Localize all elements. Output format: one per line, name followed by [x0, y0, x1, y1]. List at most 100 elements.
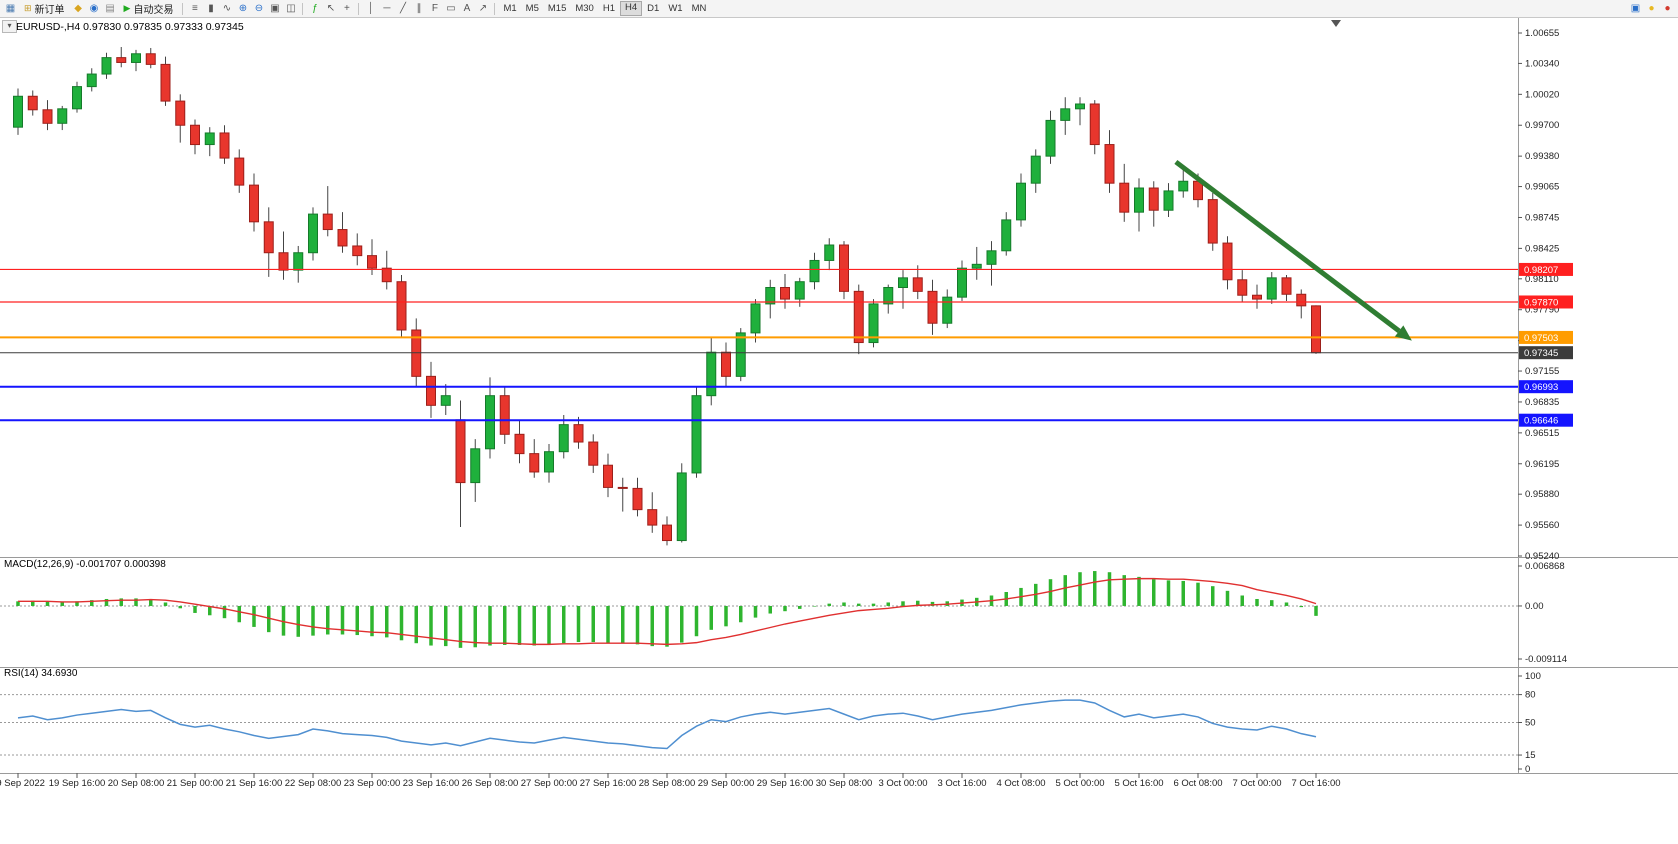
bar-chart-icon[interactable]: ≡ [192, 2, 198, 14]
timeframe-m1[interactable]: M1 [503, 3, 517, 14]
svg-text:0.95560: 0.95560 [1525, 520, 1559, 531]
svg-text:0.98110: 0.98110 [1525, 274, 1559, 285]
zoom-out-icon[interactable]: ⊖ [254, 2, 264, 14]
timeframe-m5[interactable]: M5 [525, 3, 539, 14]
timeframe-d1[interactable]: D1 [647, 3, 660, 14]
svg-text:29 Sep 00:00: 29 Sep 00:00 [698, 778, 755, 789]
notification-icon[interactable]: ● [1648, 2, 1655, 14]
svg-text:50: 50 [1525, 718, 1536, 729]
new-order-button[interactable]: ⊞ 新订单 [24, 3, 65, 16]
svg-text:0.97790: 0.97790 [1525, 305, 1559, 316]
cascade-windows-icon[interactable]: ◫ [286, 2, 296, 14]
macd-label: MACD(12,26,9) -0.001707 0.000398 [4, 559, 166, 570]
toolbar-separator [182, 2, 184, 15]
rsi-panel [0, 694, 1518, 756]
vertical-line-icon[interactable]: │ [367, 2, 375, 14]
svg-text:-0.009114: -0.009114 [1525, 654, 1567, 665]
svg-text:0.97155: 0.97155 [1525, 366, 1559, 377]
price-axis[interactable]: 1.00655 1.00340 1.00020 0.99700 0.99380 0.990… [0, 16, 1678, 775]
chart-title: EURUSD-,H4 0.97830 0.97835 0.97333 0.973… [16, 21, 244, 33]
svg-text:0.98207: 0.98207 [1524, 265, 1558, 276]
horizontal-line-icon[interactable]: ─ [383, 2, 391, 14]
svg-text:80: 80 [1525, 690, 1536, 701]
auto-trading-icon: ▶ [123, 3, 131, 13]
toolbar-separator [358, 2, 360, 15]
svg-text:0.95240: 0.95240 [1525, 551, 1559, 562]
svg-text:7 Oct 16:00: 7 Oct 16:00 [1291, 778, 1340, 789]
timeframe-m15[interactable]: M15 [547, 3, 567, 14]
svg-text:23 Sep 16:00: 23 Sep 16:00 [403, 778, 460, 789]
macd-panel [0, 571, 1518, 648]
svg-text:5 Oct 16:00: 5 Oct 16:00 [1114, 778, 1163, 789]
price-panel [0, 20, 1518, 546]
svg-text:0.99065: 0.99065 [1525, 182, 1559, 193]
svg-text:27 Sep 00:00: 27 Sep 00:00 [521, 778, 578, 789]
svg-text:0.97345: 0.97345 [1524, 348, 1558, 359]
svg-text:1.00340: 1.00340 [1525, 58, 1559, 69]
svg-text:3 Oct 16:00: 3 Oct 16:00 [937, 778, 986, 789]
timeframe-h1[interactable]: H1 [602, 3, 615, 14]
svg-text:28 Sep 08:00: 28 Sep 08:00 [639, 778, 696, 789]
main-toolbar: ▦ ⊞ 新订单 ◆ ◉ ▤ ▶ 自动交易 ≡ ▮ ∿ ⊕ ⊖ ▣ ◫ ƒ ↖ + │ ─ ╱ ∥ F ▭ A ↗ M1 M5 M15 M3… [0, 0, 1678, 18]
svg-text:0.96515: 0.96515 [1525, 428, 1559, 439]
svg-text:0.00: 0.00 [1525, 601, 1544, 612]
svg-text:100: 100 [1525, 671, 1541, 682]
svg-text:0.006868: 0.006868 [1525, 561, 1565, 572]
svg-text:0.97503: 0.97503 [1524, 333, 1558, 344]
svg-text:22 Sep 08:00: 22 Sep 08:00 [285, 778, 342, 789]
accounts-icon[interactable]: ◉ [89, 2, 99, 14]
svg-text:4 Oct 08:00: 4 Oct 08:00 [996, 778, 1045, 789]
auto-trading-button[interactable]: ▶ 自动交易 [123, 3, 174, 16]
one-click-trading-toggle[interactable]: ▾ [2, 20, 17, 33]
candlestick-chart-icon[interactable]: ▮ [208, 2, 214, 14]
svg-text:6 Oct 08:00: 6 Oct 08:00 [1173, 778, 1222, 789]
timeframe-mn[interactable]: MN [691, 3, 707, 14]
new-chart-icon[interactable]: ▦ [5, 2, 16, 14]
svg-text:0.95880: 0.95880 [1525, 489, 1559, 500]
svg-text:0.96835: 0.96835 [1525, 397, 1559, 408]
timeframe-m30[interactable]: M30 [575, 3, 594, 14]
trendline-icon[interactable]: ╱ [399, 2, 406, 14]
svg-text:29 Sep 16:00: 29 Sep 16:00 [757, 778, 814, 789]
svg-text:20 Sep 08:00: 20 Sep 08:00 [108, 778, 165, 789]
arrow-tools-icon[interactable]: ↗ [478, 2, 488, 14]
signals-icon[interactable]: ▤ [105, 2, 115, 14]
line-chart-icon[interactable]: ∿ [222, 2, 232, 14]
svg-text:0.99700: 0.99700 [1525, 120, 1559, 131]
fibonacci-icon[interactable]: F [431, 2, 439, 14]
svg-text:26 Sep 08:00: 26 Sep 08:00 [462, 778, 519, 789]
market-watch-icon[interactable]: ◆ [74, 2, 82, 14]
svg-text:1.00655: 1.00655 [1525, 28, 1559, 39]
timeframe-w1[interactable]: W1 [668, 3, 683, 14]
toolbar-separator [494, 2, 496, 15]
rsi-label: RSI(14) 34.6930 [4, 668, 78, 679]
record-icon[interactable]: ● [1664, 2, 1671, 14]
tile-windows-icon[interactable]: ▣ [270, 2, 280, 14]
svg-text:21 Sep 00:00: 21 Sep 00:00 [167, 778, 224, 789]
zoom-in-icon[interactable]: ⊕ [238, 2, 248, 14]
svg-text:0.96195: 0.96195 [1525, 459, 1559, 470]
svg-text:0.99380: 0.99380 [1525, 151, 1559, 162]
svg-text:15: 15 [1525, 750, 1536, 761]
cursor-icon[interactable]: ↖ [326, 2, 336, 14]
equidistant-channel-icon[interactable]: ∥ [416, 2, 422, 14]
timeframe-h4[interactable]: H4 [620, 1, 643, 16]
new-order-icon: ⊞ [24, 3, 32, 13]
svg-text:23 Sep 00:00: 23 Sep 00:00 [344, 778, 401, 789]
indicators-icon[interactable]: ƒ [312, 2, 318, 14]
shapes-icon[interactable]: ▭ [446, 2, 456, 14]
crosshair-icon[interactable]: + [344, 2, 350, 14]
text-label-icon[interactable]: A [463, 2, 471, 14]
svg-text:21 Sep 16:00: 21 Sep 16:00 [226, 778, 283, 789]
svg-text:1.00020: 1.00020 [1525, 89, 1559, 100]
svg-text:0.96646: 0.96646 [1524, 416, 1558, 427]
svg-text:7 Oct 00:00: 7 Oct 00:00 [1232, 778, 1281, 789]
svg-text:0.98745: 0.98745 [1525, 212, 1559, 223]
toolbar-separator [302, 2, 304, 15]
svg-text:0.97870: 0.97870 [1524, 297, 1558, 308]
svg-text:27 Sep 16:00: 27 Sep 16:00 [580, 778, 637, 789]
metaquotes-icon[interactable]: ▣ [1630, 2, 1641, 14]
svg-text:5 Oct 00:00: 5 Oct 00:00 [1055, 778, 1104, 789]
